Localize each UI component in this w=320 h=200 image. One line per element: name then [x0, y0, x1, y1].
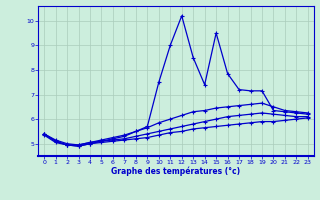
X-axis label: Graphe des températures (°c): Graphe des températures (°c)	[111, 167, 241, 176]
